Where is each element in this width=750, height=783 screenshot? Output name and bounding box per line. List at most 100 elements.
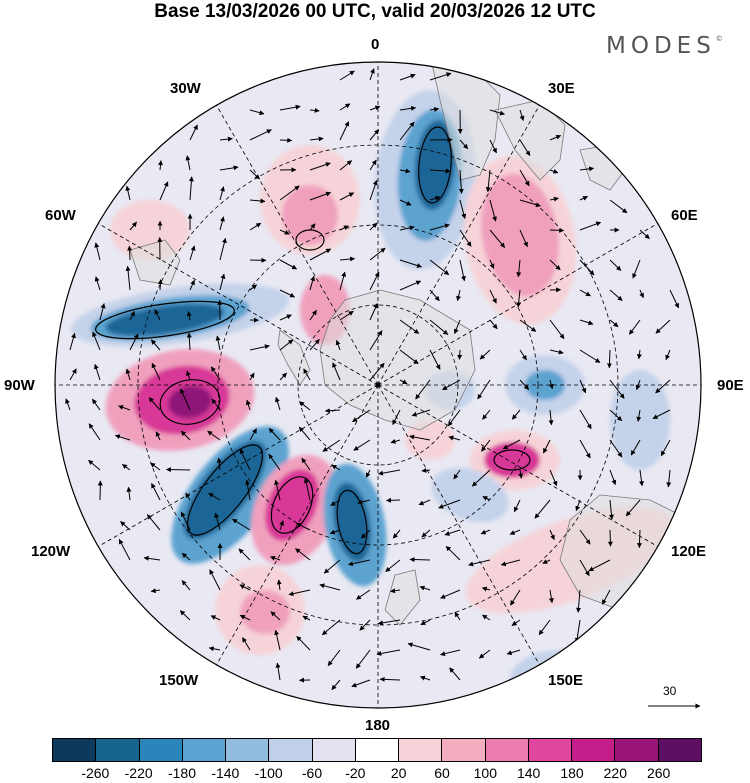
wind-arrow: [376, 649, 401, 656]
wind-arrow: [126, 486, 132, 501]
anomaly-blob: [168, 385, 212, 419]
wind-arrow: [322, 439, 341, 452]
wind-arrow: [468, 559, 491, 567]
colorbar-swatch: [614, 739, 658, 761]
wind-arrow: [549, 469, 558, 487]
meridian-line: [377, 384, 540, 665]
wind-arrow: [69, 332, 76, 351]
wind-arrow: [519, 229, 528, 248]
wind-arrow: [298, 426, 311, 441]
wind-arrow: [268, 428, 281, 441]
wind-arrow: [121, 463, 131, 471]
pole-marker: [375, 382, 381, 388]
anomaly-blob: [414, 120, 456, 210]
wind-arrow: [549, 168, 559, 174]
wind-arrow: [157, 279, 163, 291]
wind-arrow: [219, 136, 233, 142]
wind-arrow: [353, 439, 371, 451]
wind-arrow: [549, 349, 564, 355]
anomaly-blob: [431, 467, 509, 523]
wind-arrow: [440, 589, 461, 599]
colorbar-swatch: [571, 739, 615, 761]
contour-line: [336, 489, 368, 555]
wind-arrow: [409, 557, 431, 563]
wind-arrow: [429, 223, 450, 231]
wind-arrow: [534, 499, 551, 519]
colorbar-swatch: [311, 739, 355, 761]
wind-arrow: [453, 469, 461, 480]
colorbar-tick-label: 260: [646, 765, 671, 781]
colorbar-tick-label: -20: [345, 765, 366, 781]
wind-arrow: [479, 349, 491, 360]
contour-line: [493, 449, 531, 471]
wind-arrow: [355, 589, 371, 600]
wind-arrow: [146, 514, 161, 531]
wind-arrow: [339, 310, 354, 321]
wind-arrow: [219, 237, 227, 261]
wind-arrow: [94, 276, 101, 291]
label-60w: 60W: [45, 207, 76, 224]
wind-arrow: [509, 529, 521, 535]
wind-arrow: [369, 159, 377, 171]
wind-arrow: [151, 362, 161, 381]
label-30w: 30W: [170, 80, 201, 97]
wind-arrow: [210, 366, 221, 381]
wind-arrow: [207, 430, 221, 441]
wind-arrow: [548, 589, 554, 604]
colorbar-tick-label: 140: [516, 765, 541, 781]
colorbar-swatch: [268, 739, 312, 761]
wind-arrow: [459, 199, 467, 219]
colorbar-tick-label: -220: [124, 765, 153, 781]
wind-arrow: [390, 588, 401, 594]
wind-arrow: [279, 520, 285, 531]
wind-arrow: [249, 129, 272, 141]
wind-arrow: [579, 259, 595, 276]
wind-arrow: [377, 619, 401, 626]
colorbar-swatch: [527, 739, 572, 761]
wind-arrow: [150, 588, 161, 594]
wind-arrow: [150, 339, 161, 351]
wind-arrow: [489, 109, 505, 116]
wind-arrow: [249, 198, 266, 204]
wind-arrow: [143, 555, 161, 561]
label-90e: 90E: [717, 377, 744, 394]
wind-arrow: [549, 134, 562, 141]
wind-arrow: [359, 619, 371, 631]
wind-arrow: [125, 265, 131, 291]
wind-arrow: [331, 679, 341, 691]
wind-arrow: [249, 284, 257, 291]
wind-arrow: [279, 185, 300, 201]
wind-arrow: [369, 271, 380, 291]
wind-arrow: [155, 431, 161, 441]
wind-arrow: [447, 409, 461, 427]
wind-arrow: [120, 521, 131, 531]
label-60e: 60E: [671, 207, 698, 224]
wind-arrow: [459, 139, 469, 150]
wind-arrow: [609, 259, 622, 271]
wind-arrow: [309, 275, 316, 291]
wind-arrow: [339, 192, 355, 201]
wind-arrow: [419, 585, 431, 591]
label-90w: 90W: [4, 377, 35, 394]
anomaly-blob: [110, 200, 190, 260]
wind-arrow: [609, 379, 625, 399]
wind-arrow: [489, 319, 498, 330]
wind-arrow: [489, 259, 495, 269]
wind-arrow: [379, 676, 401, 682]
colorbar-tick-label: -260: [81, 765, 110, 781]
wind-arrow: [635, 379, 641, 391]
wind-arrow: [579, 349, 601, 363]
wind-arrow: [549, 259, 561, 271]
copyright-mark: ©: [715, 35, 723, 43]
wind-arrow: [549, 529, 555, 541]
wind-arrow: [309, 162, 331, 171]
brand-text: MODES: [606, 33, 716, 59]
wind-arrow: [399, 225, 415, 231]
wind-arrow: [516, 259, 522, 278]
wind-arrow: [288, 589, 311, 597]
label-30e: 30E: [548, 80, 575, 97]
anomaly-blob: [264, 469, 320, 541]
wind-arrow: [625, 499, 641, 517]
wind-arrow: [429, 259, 450, 276]
colorbar-tick-label: -100: [254, 765, 283, 781]
